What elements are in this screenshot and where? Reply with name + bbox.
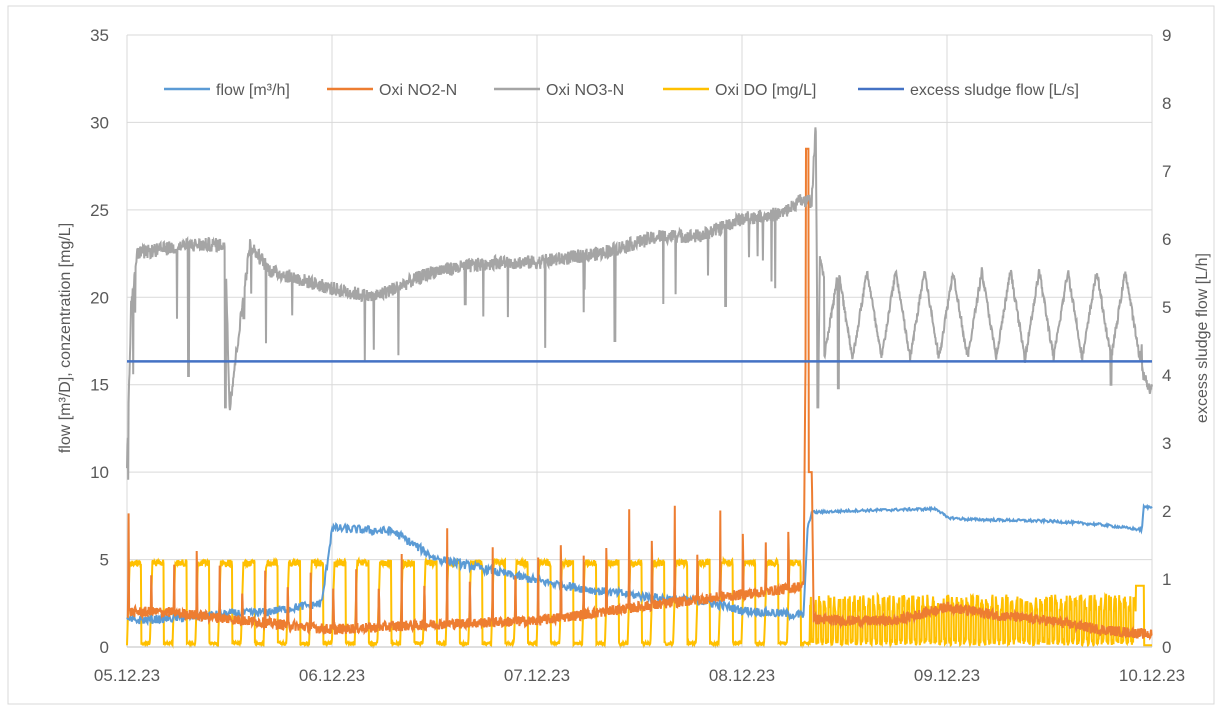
- legend-label-no3: Oxi NO3-N: [546, 82, 624, 99]
- y-tick-label: 35: [90, 26, 109, 45]
- y2-tick-label: 1: [1162, 570, 1171, 589]
- x-tick-label: 08.12.23: [709, 666, 775, 685]
- y2-tick-label: 3: [1162, 434, 1171, 453]
- y-tick-label: 5: [100, 551, 109, 570]
- chart-border: [7, 5, 1215, 705]
- legend-item-no2: Oxi NO2-N: [327, 82, 457, 99]
- y2-tick-label: 2: [1162, 502, 1171, 521]
- y-tick-label: 10: [90, 463, 109, 482]
- x-tick-label: 06.12.23: [299, 666, 365, 685]
- series-layer: [126, 127, 1153, 650]
- x-tick-label: 05.12.23: [94, 666, 160, 685]
- legend-label-no2: Oxi NO2-N: [379, 82, 457, 99]
- y-tick-label: 30: [90, 113, 109, 132]
- y-tick-label: 25: [90, 201, 109, 220]
- y-tick-label: 0: [100, 638, 109, 657]
- y2-tick-label: 0: [1162, 638, 1171, 657]
- legend-label-flow: flow [m³/h]: [216, 82, 290, 99]
- legend: flow [m³/h] Oxi NO2-N Oxi NO3-N Oxi DO […: [164, 82, 1079, 99]
- x-tick-label: 10.12.23: [1119, 666, 1185, 685]
- y-tick-label: 20: [90, 288, 109, 307]
- legend-item-do: Oxi DO [mg/L]: [663, 82, 816, 99]
- y2-tick-label: 9: [1162, 26, 1171, 45]
- legend-label-do: Oxi DO [mg/L]: [715, 82, 816, 99]
- legend-item-sludge: excess sludge flow [L/s]: [858, 82, 1079, 99]
- y-axis-title: flow [m³/D], conzentration [mg/L]: [57, 223, 74, 453]
- legend-item-no3: Oxi NO3-N: [494, 82, 624, 99]
- y2-tick-label: 6: [1162, 230, 1171, 249]
- y2-tick-label: 5: [1162, 298, 1171, 317]
- axis-layer: 0 5 10 15 20 25 30 35 0 1 2 3 4 5 6 7 8 9 05.12.23 06.12.23…: [90, 26, 1185, 685]
- series-line-flow: [126, 503, 1153, 627]
- y2-tick-label: 7: [1162, 162, 1171, 181]
- legend-item-flow: flow [m³/h]: [164, 82, 290, 99]
- series-line-no3: [126, 127, 1153, 480]
- y2-tick-label: 4: [1162, 366, 1171, 385]
- x-tick-label: 09.12.23: [914, 666, 980, 685]
- series-line-do: [126, 555, 1152, 650]
- x-tick-label: 07.12.23: [504, 666, 570, 685]
- y-tick-label: 15: [90, 376, 109, 395]
- y2-tick-label: 8: [1162, 94, 1171, 113]
- series-line-no2: [126, 147, 1153, 641]
- legend-label-sludge: excess sludge flow [L/s]: [910, 82, 1079, 99]
- y2-axis-title: excess sludge flow [L/h]: [1194, 253, 1211, 423]
